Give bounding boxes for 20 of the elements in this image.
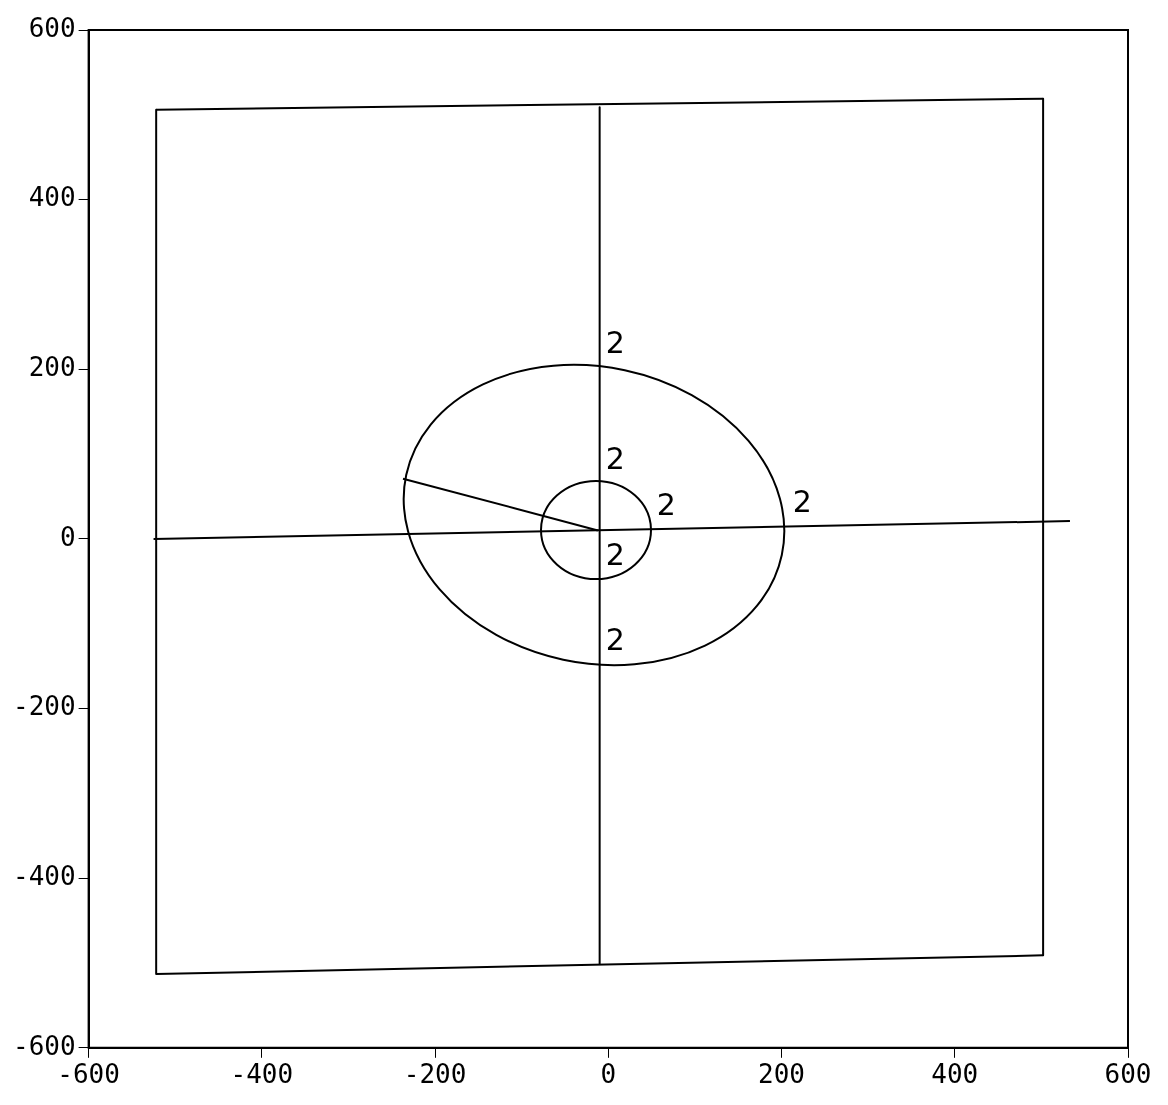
y-tick-label: -600	[12, 1030, 76, 1061]
y-tick-label: 600	[28, 12, 76, 43]
y-tick-label: 200	[28, 352, 76, 383]
x-tick-label: -400	[230, 1059, 294, 1090]
annotation: 2	[792, 483, 812, 519]
annotation: 2	[605, 440, 625, 476]
annotation: 2	[656, 487, 676, 523]
x-tick-label: 600	[1104, 1059, 1152, 1090]
x-tick-label: 200	[758, 1059, 806, 1090]
annotation: 2	[605, 536, 625, 572]
y-tick-label: 0	[59, 521, 76, 552]
x-tick-label: -200	[403, 1059, 467, 1090]
y-tick-label: -400	[12, 860, 76, 891]
x-tick-label: -600	[57, 1059, 120, 1090]
y-tick-label: 400	[28, 182, 76, 213]
y-tick-label: -200	[12, 691, 76, 722]
x-tick-label: 0	[600, 1059, 617, 1090]
x-tick-label: 400	[931, 1059, 979, 1090]
annotation: 2	[605, 325, 625, 361]
annotation: 2	[605, 622, 625, 658]
